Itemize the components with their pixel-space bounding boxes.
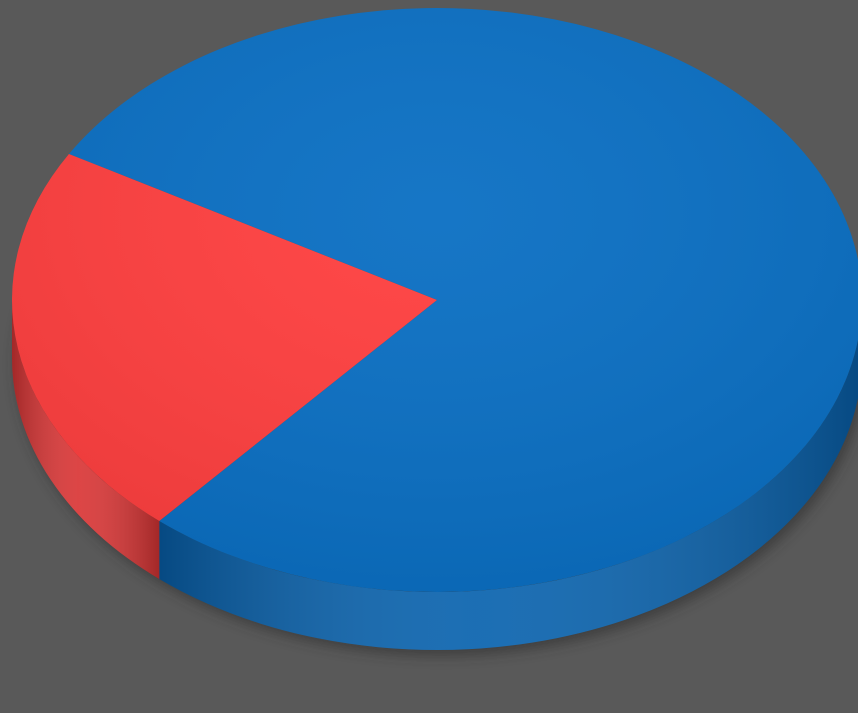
pie-top-shading [12,8,858,592]
pie-slice-side-shade-1 [12,300,160,580]
pie-side-walls [12,300,858,650]
pie-slice-side-shade-0 [159,339,858,650]
